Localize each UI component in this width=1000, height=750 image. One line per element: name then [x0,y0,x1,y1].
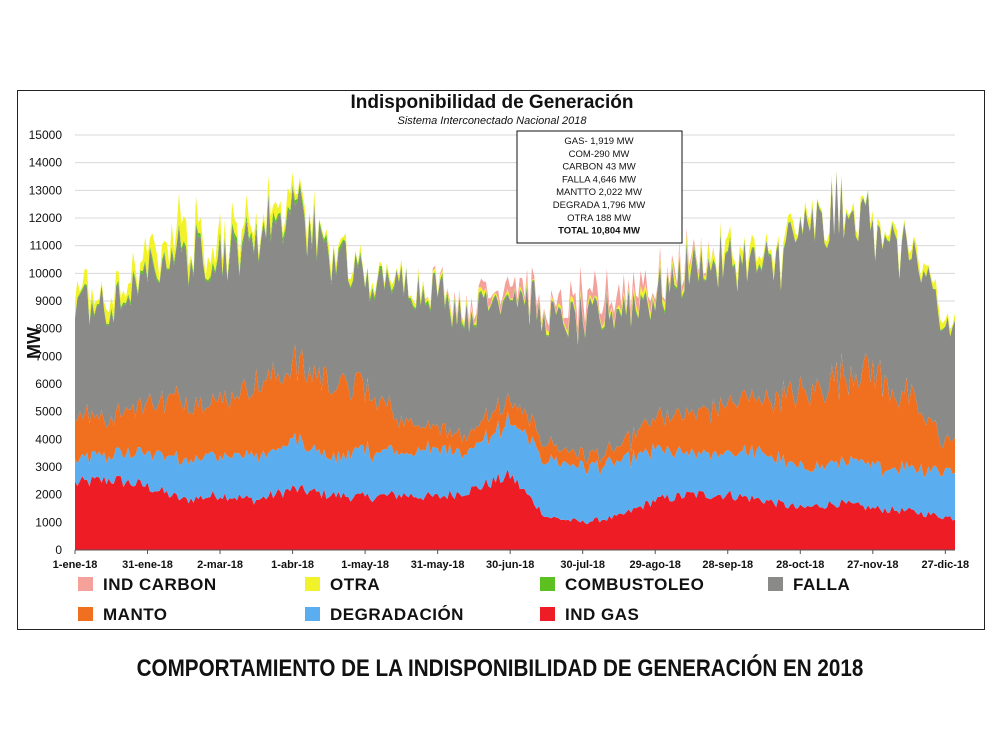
x-tick-label: 31-ene-18 [122,559,173,571]
y-tick-label: 15000 [29,128,63,142]
legend-swatch [78,607,93,621]
area-series [75,170,955,550]
y-tick-label: 3000 [35,460,62,474]
legend-swatch [540,577,555,591]
legend-label: OTRA [330,575,380,594]
legend-label: FALLA [793,575,850,594]
annotation-line: MANTTO 2,022 MW [556,187,642,198]
x-tick-label: 1-ene-18 [53,559,98,571]
area-series-degradaci-n [75,411,955,525]
legend-label: DEGRADACIÓN [330,605,464,624]
y-tick-label: 9000 [35,294,62,308]
area-series-ind-gas [75,469,955,550]
area-series-manto [75,344,955,478]
legend-swatch [305,577,320,591]
x-tick-label: 30-jul-18 [560,559,605,571]
y-tick-label: 8000 [35,322,62,336]
y-tick-label: 2000 [35,488,62,502]
x-tick-label: 2-mar-18 [197,559,243,571]
annotation-line: COM-290 MW [569,149,630,160]
legend-label: IND GAS [565,605,639,624]
y-tick-label: 14000 [29,156,63,170]
x-axis-ticks: 1-ene-18 31-ene-18 2-mar-18 1-abr-18 1-may-1… [53,550,969,571]
y-tick-label: 10000 [29,266,63,280]
legend-swatch [305,607,320,621]
x-tick-label: 29-ago-18 [630,559,681,571]
x-tick-label: 1-may-18 [341,559,389,571]
y-tick-label: 1000 [35,515,62,529]
y-tick-label: 0 [55,543,62,557]
legend-swatch [540,607,555,621]
annotation-line: OTRA 188 MW [567,213,631,224]
x-tick-label: 30-jun-18 [486,559,534,571]
x-tick-label: 1-abr-18 [271,559,314,571]
legend-label: MANTO [103,605,168,624]
chart-subtitle: Sistema Interconectado Nacional 2018 [398,115,588,127]
y-tick-label: 4000 [35,432,62,446]
chart-title: Indisponibilidad de Generación [351,92,634,113]
y-tick-label: 12000 [29,211,63,225]
annotation-box-border [516,130,683,244]
annotation-line: FALLA 4,646 MW [562,174,636,185]
y-axis-label: MW [24,327,44,359]
annotation-line: DEGRADA 1,796 MW [553,200,645,211]
legend-swatch [78,577,93,591]
y-tick-label: 5000 [35,405,62,419]
x-tick-label: 28-sep-18 [702,559,753,571]
y-axis-ticks: 0 1000 2000 3000 4000 5000 6000 7000 8000 9000 100… [29,128,63,557]
y-tick-label: 7000 [35,349,62,363]
y-tick-label: 6000 [35,377,62,391]
figure-caption: COMPORTAMIENTO DE LA INDISPONIBILIDAD DE… [136,655,864,682]
y-tick-label: 13000 [29,183,63,197]
legend: IND CARBON OTRA COMBUSTOLEO FALLA MANTO DEGRA… [78,575,850,624]
annotation-line: CARBON 43 MW [562,162,635,173]
area-series-falla [75,172,955,464]
y-tick-label: 11000 [30,239,63,253]
x-tick-label: 27-nov-18 [847,559,898,571]
x-tick-label: 27-dic-18 [921,559,969,571]
x-tick-label: 28-oct-18 [776,559,824,571]
summary-annotation: GAS- 1,919 MW COM-290 MW CARBON 43 MWFALLA… [516,130,683,244]
legend-label: COMBUSTOLEO [565,575,704,594]
legend-swatch [768,577,783,591]
legend-label: IND CARBON [103,575,217,594]
x-tick-label: 31-may-18 [411,559,465,571]
annotation-line: TOTAL 10,804 MW [558,226,640,237]
annotation-line: GAS- 1,919 MW [564,136,633,147]
